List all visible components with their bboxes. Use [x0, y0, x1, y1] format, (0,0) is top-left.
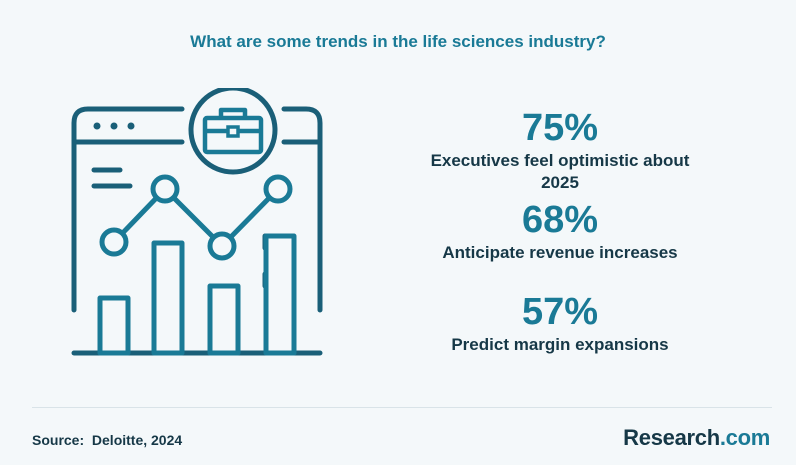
stat-item: 68% Anticipate revenue increases — [410, 200, 710, 292]
bar — [263, 233, 297, 356]
logo-main: Research — [623, 425, 720, 450]
stat-label: Predict margin expansions — [451, 335, 669, 354]
stat-value: 57% — [521, 291, 599, 333]
analytics-illustration — [68, 85, 328, 363]
footer-divider — [32, 407, 772, 408]
stat-value: 75% — [521, 107, 599, 149]
bar — [97, 295, 131, 356]
trend-point — [263, 174, 293, 204]
window-dot — [127, 122, 135, 130]
window-frame-left — [71, 106, 185, 313]
stat-item: 75% Executives feel optimistic about 202… — [410, 108, 710, 200]
stat-label: Anticipate revenue increases — [442, 243, 678, 262]
stat-item: 57% Predict margin expansions — [410, 292, 710, 384]
logo-tld: .com — [719, 425, 770, 450]
stats-list: 75% Executives feel optimistic about 202… — [410, 108, 710, 384]
trend-point — [207, 231, 237, 261]
stat-value: 68% — [521, 199, 599, 241]
window-frame-right — [281, 106, 323, 313]
window-dot — [93, 122, 101, 130]
source-value: Deloitte, 2024 — [91, 432, 183, 448]
bar — [207, 283, 241, 356]
trend-point — [150, 174, 180, 204]
browser-window-icon — [71, 85, 323, 356]
bar-chart-icon — [97, 233, 297, 356]
research-logo[interactable]: Research.com — [623, 425, 770, 451]
page-title: What are some trends in the life science… — [190, 32, 606, 51]
briefcase-icon — [188, 85, 278, 175]
source-citation: Source: Deloitte, 2024 — [32, 432, 182, 448]
stat-label: Executives feel optimistic about 2025 — [430, 151, 690, 192]
window-dot — [110, 122, 118, 130]
source-label: Source: — [32, 432, 85, 448]
trend-line-icon — [99, 174, 293, 261]
bar — [151, 240, 185, 356]
trend-point — [99, 227, 129, 257]
